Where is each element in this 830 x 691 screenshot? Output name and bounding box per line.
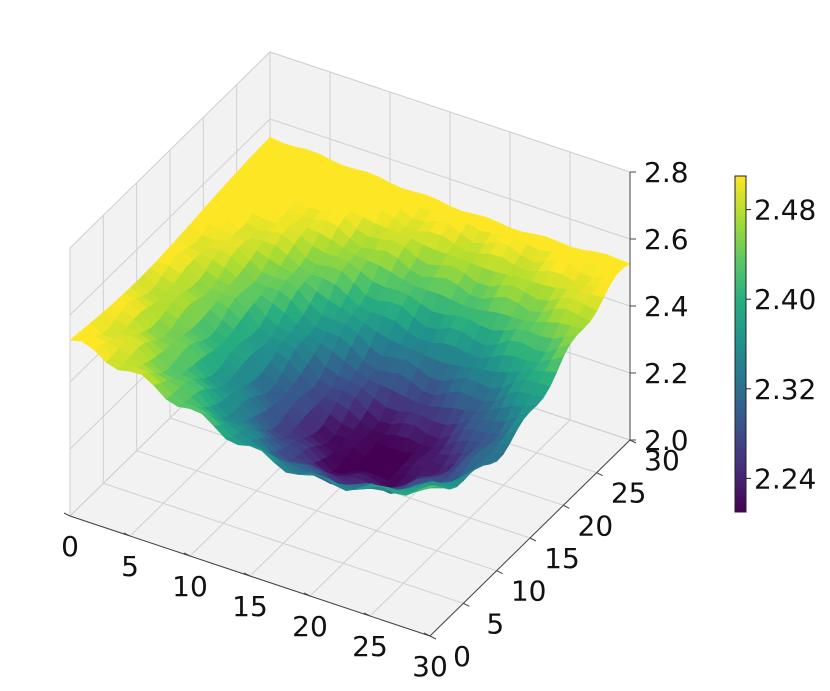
colorbar-tick-label: 2.48	[754, 194, 816, 227]
grid-line	[69, 51, 631, 249]
y-tick-label: 5	[486, 607, 504, 640]
y-tick-mark	[596, 472, 603, 477]
x-tick-label: 25	[352, 630, 388, 663]
x-tick-mark	[243, 572, 251, 577]
z-tick-label: 2.6	[644, 223, 689, 256]
x-axis-ticks: 0 5 10 15 20 25 30	[61, 512, 448, 683]
grid-line	[69, 118, 631, 316]
y-tick-mark	[429, 635, 437, 640]
x-tick-label: 30	[412, 650, 448, 683]
z-tick-label: 2.4	[644, 290, 689, 323]
x-tick-label: 0	[61, 530, 79, 563]
x-tick-label: 20	[292, 610, 328, 643]
z-tick-label: 2.0	[644, 424, 689, 457]
colorbar: 2.24 2.32 2.40 2.48	[734, 175, 816, 513]
y-tick-label: 10	[511, 575, 547, 608]
y-tick-mark	[529, 537, 537, 542]
y-tick-label: 25	[611, 477, 647, 510]
z-tick-label: 2.8	[644, 156, 689, 189]
y-tick-mark	[563, 504, 570, 509]
x-tick-mark	[423, 632, 431, 637]
y-tick-label: 0	[453, 640, 471, 673]
z-axis-ticks: 2.0 2.2 2.4 2.6 2.8	[630, 156, 689, 457]
surface-mesh	[69, 136, 631, 496]
x-tick-mark	[303, 592, 311, 597]
surface-patch	[417, 485, 437, 491]
colorbar-tick-label: 2.24	[754, 462, 816, 495]
x-tick-mark	[63, 512, 71, 517]
x-tick-label: 15	[232, 590, 268, 623]
x-tick-label: 5	[121, 550, 139, 583]
z-tick-label: 2.2	[644, 357, 689, 390]
colorbar-tick-label: 2.32	[754, 373, 816, 406]
y-tick-mark	[463, 602, 470, 607]
colorbar-gradient	[734, 175, 747, 513]
y-tick-label: 20	[578, 509, 614, 542]
y-tick-mark	[496, 570, 503, 575]
x-tick-mark	[363, 612, 371, 617]
y-tick-label: 30	[644, 444, 680, 477]
x-tick-mark	[123, 532, 131, 537]
colorbar-tick-label: 2.40	[754, 283, 816, 316]
x-tick-label: 10	[172, 570, 208, 603]
x-tick-mark	[183, 552, 191, 557]
y-tick-label: 15	[544, 542, 580, 575]
